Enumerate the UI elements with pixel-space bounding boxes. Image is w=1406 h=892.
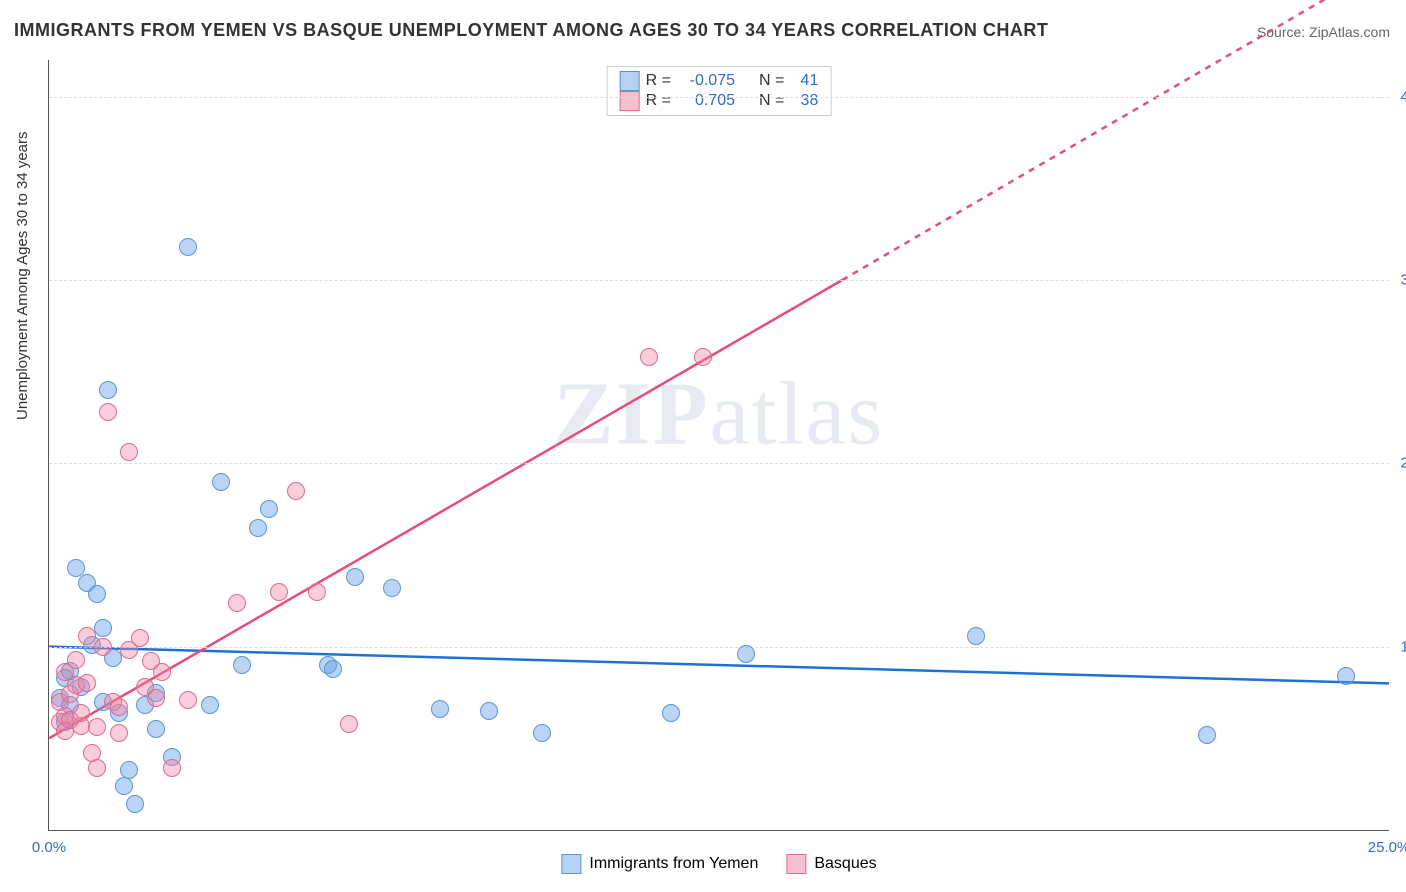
point-basques: [110, 724, 128, 742]
point-yemen: [324, 660, 342, 678]
point-yemen: [967, 627, 985, 645]
legend-swatch-yemen: [561, 854, 581, 874]
plot-area: ZIPatlas R =-0.075N =41R =0.705N =38 Imm…: [48, 60, 1389, 831]
point-yemen: [533, 724, 551, 742]
x-tick-label: 25.0%: [1368, 839, 1406, 856]
legend-stats-row: R = 0.705 N = 38: [620, 91, 819, 111]
point-basques: [120, 443, 138, 461]
legend-item-basques: Basques: [786, 854, 876, 874]
point-basques: [179, 691, 197, 709]
y-axis-label: Unemployment Among Ages 30 to 34 years: [14, 131, 31, 420]
point-yemen: [94, 619, 112, 637]
point-basques: [78, 627, 96, 645]
point-basques: [308, 583, 326, 601]
legend-series: Immigrants from Yemen Basques: [561, 854, 876, 874]
legend-N-value: 38: [790, 92, 818, 110]
legend-R-value: -0.075: [677, 72, 735, 90]
point-basques: [78, 674, 96, 692]
source-prefix: Source:: [1257, 24, 1309, 40]
point-yemen: [1198, 726, 1216, 744]
point-yemen: [1337, 667, 1355, 685]
grid-line: [49, 463, 1389, 464]
legend-R-label: R =: [646, 72, 671, 90]
point-basques: [163, 759, 181, 777]
point-yemen: [115, 777, 133, 795]
point-basques: [340, 715, 358, 733]
point-yemen: [662, 704, 680, 722]
legend-N-label: N =: [759, 92, 784, 110]
point-basques: [94, 638, 112, 656]
point-yemen: [147, 720, 165, 738]
y-tick-label: 40.0%: [1400, 88, 1406, 105]
point-basques: [640, 348, 658, 366]
source-label: Source: ZipAtlas.com: [1257, 24, 1390, 40]
point-basques: [88, 759, 106, 777]
regression-layer: [49, 60, 1389, 830]
point-basques: [694, 348, 712, 366]
legend-swatch: [620, 91, 640, 111]
legend-R-label: R =: [646, 92, 671, 110]
grid-line: [49, 647, 1389, 648]
y-tick-label: 20.0%: [1400, 455, 1406, 472]
y-tick-label: 30.0%: [1400, 272, 1406, 289]
point-yemen: [383, 579, 401, 597]
point-basques: [110, 698, 128, 716]
legend-item-yemen: Immigrants from Yemen: [561, 854, 758, 874]
y-tick-label: 10.0%: [1400, 638, 1406, 655]
point-basques: [72, 704, 90, 722]
point-basques: [147, 689, 165, 707]
point-yemen: [212, 473, 230, 491]
point-basques: [287, 482, 305, 500]
point-yemen: [260, 500, 278, 518]
legend-R-value: 0.705: [677, 92, 735, 110]
point-basques: [67, 651, 85, 669]
legend-stats: R = -0.075 N = 41 R = 0.705 N = 38: [607, 66, 832, 116]
point-yemen: [737, 645, 755, 663]
point-yemen: [120, 761, 138, 779]
x-tick-label: 0.0%: [32, 839, 66, 856]
legend-swatch: [620, 71, 640, 91]
legend-swatch-basques: [786, 854, 806, 874]
legend-N-label: N =: [759, 72, 784, 90]
point-basques: [153, 663, 171, 681]
legend-stats-row: R = -0.075 N = 41: [620, 71, 819, 91]
point-yemen: [99, 381, 117, 399]
point-basques: [270, 583, 288, 601]
point-yemen: [480, 702, 498, 720]
point-basques: [131, 629, 149, 647]
point-yemen: [88, 585, 106, 603]
legend-N-value: 41: [790, 72, 818, 90]
point-yemen: [249, 519, 267, 537]
point-yemen: [126, 795, 144, 813]
chart-container: IMMIGRANTS FROM YEMEN VS BASQUE UNEMPLOY…: [0, 0, 1406, 892]
point-basques: [99, 403, 117, 421]
legend-label-yemen: Immigrants from Yemen: [589, 855, 758, 873]
point-yemen: [233, 656, 251, 674]
chart-title: IMMIGRANTS FROM YEMEN VS BASQUE UNEMPLOY…: [14, 20, 1048, 41]
point-basques: [228, 594, 246, 612]
point-yemen: [201, 696, 219, 714]
legend-label-basques: Basques: [814, 855, 876, 873]
point-yemen: [346, 568, 364, 586]
point-yemen: [179, 238, 197, 256]
point-basques: [88, 718, 106, 736]
grid-line: [49, 280, 1389, 281]
source-name: ZipAtlas.com: [1309, 24, 1390, 40]
grid-line: [49, 97, 1389, 98]
point-yemen: [431, 700, 449, 718]
regression-line: [842, 0, 1362, 280]
